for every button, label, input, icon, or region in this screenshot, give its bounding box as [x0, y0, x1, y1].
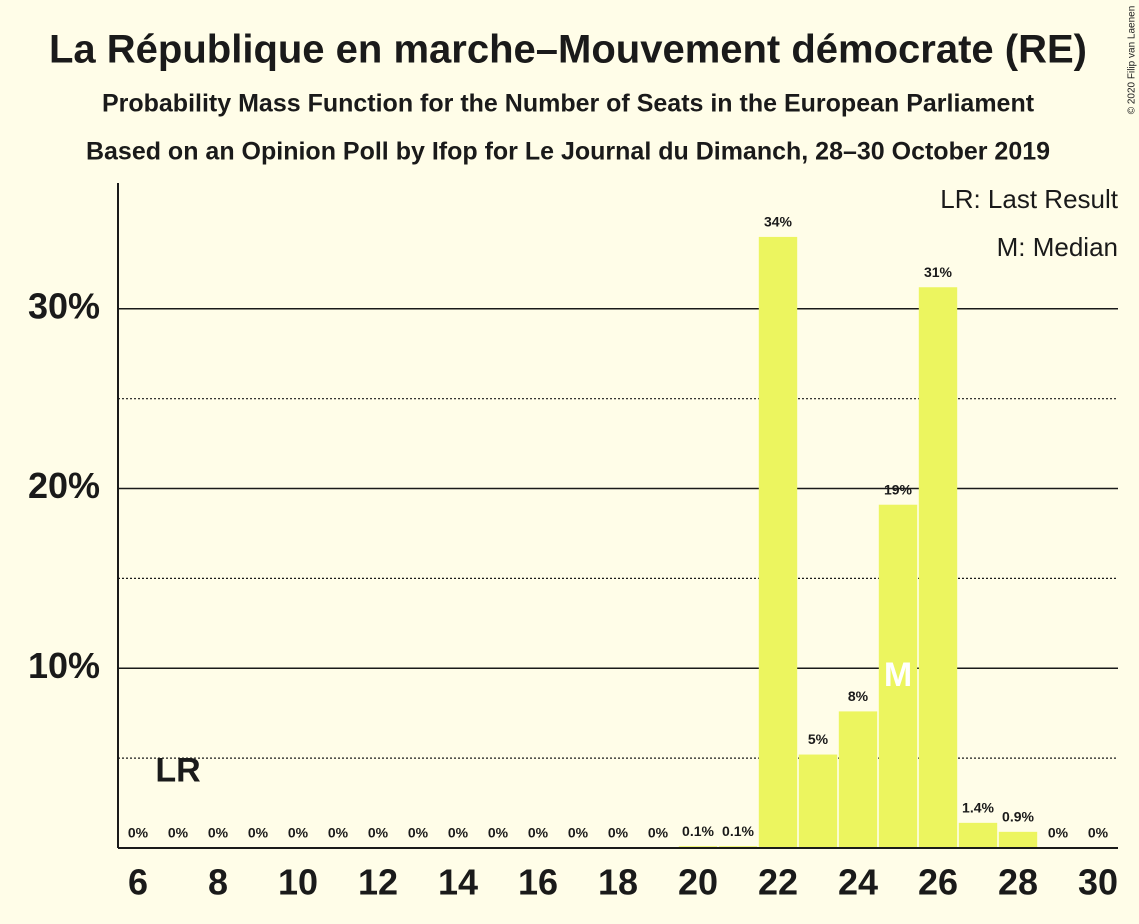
value-label: 0%: [648, 825, 669, 841]
value-label: 1.4%: [962, 800, 994, 816]
x-tick-label: 6: [128, 862, 148, 903]
legend-entry: M: Median: [997, 232, 1118, 262]
x-tick-label: 24: [838, 862, 878, 903]
value-label: 0%: [1088, 825, 1109, 841]
value-label: 19%: [884, 481, 913, 497]
value-label: 34%: [764, 214, 793, 230]
value-label: 0%: [408, 825, 429, 841]
chart-subtitle: Based on an Opinion Poll by Ifop for Le …: [86, 138, 1050, 166]
value-label: 0%: [208, 825, 229, 841]
x-tick-label: 10: [278, 862, 318, 903]
y-tick-label: 30%: [28, 285, 100, 326]
x-tick-label: 18: [598, 862, 638, 903]
bar: [838, 711, 878, 848]
x-tick-label: 8: [208, 862, 228, 903]
value-label: 0.1%: [682, 823, 714, 839]
value-label: 0%: [328, 825, 349, 841]
x-tick-label: 26: [918, 862, 958, 903]
bar: [958, 822, 998, 848]
value-label: 5%: [808, 731, 829, 747]
value-label: 0%: [608, 825, 629, 841]
value-label: 0%: [448, 825, 469, 841]
value-label: 0%: [368, 825, 389, 841]
value-label: 0%: [568, 825, 589, 841]
copyright: © 2020 Filip van Laenen: [1127, 6, 1138, 115]
x-tick-label: 14: [438, 862, 478, 903]
chart-subtitle: Probability Mass Function for the Number…: [102, 90, 1035, 118]
x-tick-label: 30: [1078, 862, 1118, 903]
bar: [918, 287, 958, 848]
y-tick-label: 20%: [28, 465, 100, 506]
value-label: 0.1%: [722, 823, 754, 839]
x-tick-label: 22: [758, 862, 798, 903]
bar: [878, 504, 918, 848]
bar: [998, 831, 1038, 848]
x-tick-label: 16: [518, 862, 558, 903]
value-label: 0%: [488, 825, 509, 841]
value-label: 0%: [1048, 825, 1069, 841]
annotation: M: [884, 656, 912, 694]
x-tick-label: 12: [358, 862, 398, 903]
value-label: 0%: [168, 825, 189, 841]
chart-title: La République en marche–Mouvement démocr…: [49, 28, 1087, 72]
annotation: LR: [155, 751, 200, 789]
value-label: 0.9%: [1002, 809, 1034, 825]
legend-entry: LR: Last Result: [940, 184, 1119, 214]
bar: [798, 754, 838, 848]
value-label: 31%: [924, 264, 953, 280]
x-tick-label: 28: [998, 862, 1038, 903]
value-label: 8%: [848, 688, 869, 704]
value-label: 0%: [248, 825, 269, 841]
value-label: 0%: [528, 825, 549, 841]
x-tick-label: 20: [678, 862, 718, 903]
value-label: 0%: [128, 825, 149, 841]
bar: [758, 236, 798, 848]
y-tick-label: 10%: [28, 645, 100, 686]
value-label: 0%: [288, 825, 309, 841]
